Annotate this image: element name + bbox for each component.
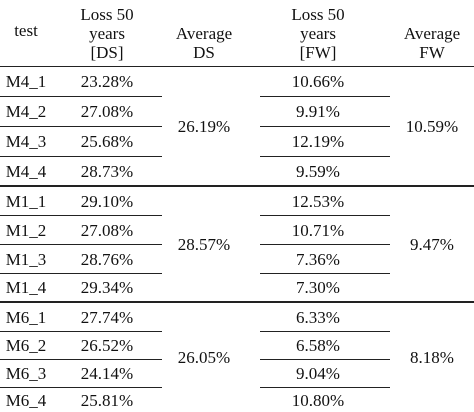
cell-loss-fw: 7.30% [296, 278, 340, 297]
header-average-ds-line2: DS [193, 43, 215, 62]
header-loss-fw: Loss 50 years [FW] [246, 0, 390, 62]
row-rule [260, 96, 390, 97]
header-average-ds: Average DS [162, 0, 246, 62]
cell-average-fw: 10.59% [405, 116, 459, 136]
header-loss-fw-line1: Loss 50 [291, 5, 345, 24]
cell-test: M1_1 [5, 191, 47, 211]
row-rule [260, 244, 390, 245]
cell-loss-ds: 27.74% [80, 307, 134, 327]
header-loss-fw-line2: years [300, 24, 336, 43]
cell-loss-ds: 27.08% [80, 102, 134, 121]
header-test-label: test [14, 21, 38, 40]
header-average-ds-line1: Average [175, 24, 233, 43]
cell-average-ds: 28.57% [177, 234, 231, 254]
cell-test: M6_1 [5, 307, 47, 327]
header-average-fw-line1: Average [403, 24, 461, 43]
cell-loss-ds: 27.08% [80, 220, 134, 240]
cell-test: M1_3 [5, 249, 47, 269]
cell-loss-ds: 28.76% [80, 249, 134, 269]
row-rule [260, 359, 390, 360]
cell-test: M4_2 [5, 102, 47, 121]
header-test: test [0, 0, 52, 40]
cell-average-fw: 9.47% [410, 234, 454, 254]
cell-loss-ds: 26.52% [80, 336, 134, 355]
header-loss-ds-line2: years [89, 24, 125, 43]
cell-loss-fw: 9.91% [296, 102, 340, 121]
header-average-fw: Average FW [390, 0, 474, 62]
cell-loss-ds: 24.14% [80, 364, 134, 383]
row-rule [0, 273, 162, 274]
cell-test: M6_4 [5, 390, 47, 410]
row-rule [0, 359, 162, 360]
cell-loss-fw: 9.04% [296, 364, 340, 383]
cell-average-ds: 26.19% [177, 116, 231, 136]
header-loss-ds-line1: Loss 50 [80, 5, 134, 24]
row-rule [260, 215, 390, 216]
cell-loss-fw: 12.19% [291, 132, 345, 151]
header-loss-ds: Loss 50 years [DS] [52, 0, 162, 62]
cell-loss-fw: 6.33% [296, 307, 340, 327]
row-rule [0, 96, 162, 97]
header-loss-ds-line3: [DS] [90, 43, 124, 62]
row-rule [260, 156, 390, 157]
cell-loss-fw: 10.66% [291, 72, 345, 91]
cell-loss-ds: 29.34% [80, 278, 134, 297]
cell-test: M6_2 [5, 336, 47, 355]
cell-test: M4_3 [5, 132, 47, 151]
group-rule [0, 185, 474, 187]
cell-loss-ds: 23.28% [80, 72, 134, 91]
header-rule [0, 66, 474, 67]
row-rule [0, 387, 162, 388]
row-rule [0, 215, 162, 216]
cell-loss-fw: 10.71% [291, 220, 345, 240]
row-rule [260, 126, 390, 127]
cell-test: M1_2 [5, 220, 47, 240]
row-rule [260, 273, 390, 274]
row-rule [0, 244, 162, 245]
group-rule [0, 301, 474, 303]
header-average-fw-line2: FW [419, 43, 445, 62]
cell-loss-fw: 7.36% [296, 249, 340, 269]
cell-loss-fw: 6.58% [296, 336, 340, 355]
cell-loss-ds: 25.68% [80, 132, 134, 151]
row-rule [0, 126, 162, 127]
cell-loss-ds: 25.81% [80, 390, 134, 410]
cell-loss-fw: 12.53% [291, 191, 345, 211]
cell-test: M1_4 [5, 278, 47, 297]
cell-loss-fw: 9.59% [296, 161, 340, 181]
cell-test: M4_4 [5, 161, 47, 181]
row-rule [0, 331, 162, 332]
cell-test: M6_3 [5, 364, 47, 383]
row-rule [260, 331, 390, 332]
header-loss-fw-line3: [FW] [299, 43, 337, 62]
cell-average-ds: 26.05% [177, 348, 231, 367]
cell-loss-ds: 28.73% [80, 161, 134, 181]
cell-loss-ds: 29.10% [80, 191, 134, 211]
cell-test: M4_1 [5, 72, 47, 91]
row-rule [0, 156, 162, 157]
cell-average-fw: 8.18% [410, 348, 454, 367]
row-rule [260, 387, 390, 388]
cell-loss-fw: 10.80% [291, 390, 345, 410]
